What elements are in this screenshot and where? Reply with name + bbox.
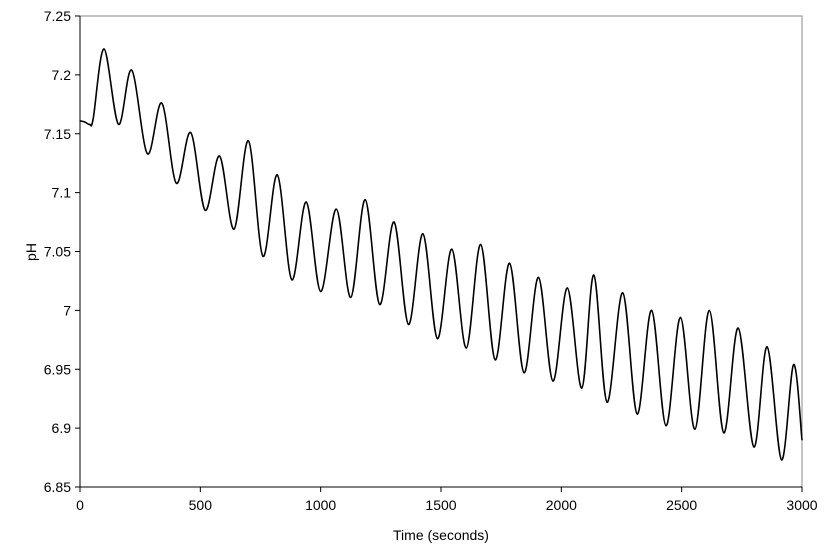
data-point <box>650 309 653 311</box>
data-point <box>146 153 148 155</box>
data-point <box>276 174 278 176</box>
data-point <box>364 199 366 201</box>
data-point <box>422 233 424 235</box>
y-tick-label: 7 <box>63 302 71 318</box>
x-axis-title: Time (seconds) <box>393 527 489 543</box>
y-tick-label: 7.05 <box>44 244 71 260</box>
x-tick-label: 1500 <box>425 497 456 513</box>
data-point <box>723 432 725 434</box>
plot-area-frame <box>79 15 803 488</box>
x-tick-label: 500 <box>189 497 213 513</box>
data-point <box>766 346 768 348</box>
data-point <box>218 155 221 157</box>
data-point <box>508 262 511 264</box>
y-axis-title: pH <box>23 243 39 261</box>
data-point <box>233 228 235 230</box>
data-point <box>451 248 453 250</box>
data-point <box>606 401 608 403</box>
data-point <box>117 123 120 125</box>
data-point <box>593 274 595 276</box>
data-point <box>679 316 682 319</box>
y-tick-label: 7.15 <box>44 126 71 142</box>
data-point <box>737 327 739 329</box>
data-point <box>247 140 250 142</box>
data-point <box>480 243 482 246</box>
y-tick-label: 7.2 <box>52 67 72 83</box>
data-point <box>801 439 803 441</box>
data-point <box>190 131 192 134</box>
data-point <box>161 102 163 104</box>
data-point <box>537 276 540 279</box>
data-point <box>694 428 696 430</box>
data-point <box>79 120 81 122</box>
data-point <box>792 363 795 366</box>
x-axis-ticks: 0 500 1000 1500 2000 2500 3000 <box>76 487 818 513</box>
x-tick-label: 2000 <box>546 497 577 513</box>
data-point <box>262 255 264 257</box>
y-tick-label: 6.85 <box>44 479 71 495</box>
data-point <box>407 323 410 326</box>
data-point <box>204 209 206 211</box>
data-point <box>523 372 525 374</box>
y-tick-label: 6.9 <box>52 420 72 436</box>
x-tick-label: 3000 <box>786 497 817 513</box>
data-point <box>780 459 783 461</box>
data-point <box>84 121 86 123</box>
x-tick-label: 0 <box>76 497 84 513</box>
y-tick-label: 6.95 <box>44 361 71 377</box>
data-point <box>175 182 177 184</box>
x-tick-label: 2500 <box>666 497 697 513</box>
ph-series-line <box>79 48 803 461</box>
data-point <box>335 208 337 210</box>
data-point <box>305 201 307 203</box>
data-point <box>436 338 438 340</box>
data-point <box>552 380 554 382</box>
data-point <box>320 290 322 293</box>
data-point <box>622 292 624 294</box>
data-point <box>465 347 467 349</box>
data-point <box>103 48 105 50</box>
data-point <box>708 309 710 311</box>
data-point <box>665 425 667 427</box>
data-point <box>379 303 381 306</box>
y-tick-label: 7.25 <box>44 8 71 24</box>
data-point <box>131 69 133 71</box>
data-point <box>291 279 293 281</box>
data-point <box>92 117 94 120</box>
data-points <box>79 48 803 461</box>
data-point <box>350 296 352 299</box>
data-point <box>566 287 568 289</box>
x-tick-label: 1000 <box>305 497 336 513</box>
data-point <box>581 387 583 389</box>
data-point <box>753 446 755 448</box>
data-point <box>494 359 496 361</box>
data-point <box>89 123 91 125</box>
data-point <box>393 221 395 223</box>
y-tick-label: 7.1 <box>52 185 72 201</box>
y-axis-ticks: 6.85 6.9 6.95 7 7.05 7.1 7.15 7.2 7.25 <box>44 8 80 495</box>
data-point <box>636 413 638 415</box>
